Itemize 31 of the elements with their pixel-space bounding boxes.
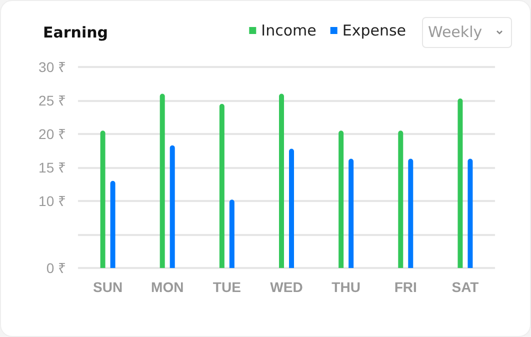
x-tick-label: THU: [332, 279, 360, 295]
y-tick-label: 30 ₹: [38, 59, 66, 75]
bar: [348, 158, 354, 268]
chart-title: Earning: [43, 24, 108, 42]
bar: [229, 200, 234, 268]
x-tick-label: SAT: [452, 279, 480, 295]
y-tick-label: 10 ₹: [38, 193, 66, 209]
bar: [219, 104, 224, 268]
y-tick-label: 25 ₹: [38, 92, 66, 108]
bar: [338, 130, 344, 268]
text: Weekly: [428, 23, 482, 41]
y-tick-label: 20 ₹: [38, 126, 66, 142]
bar: [408, 158, 414, 268]
legend-label: Income: [261, 22, 316, 40]
x-tick-label: WED: [270, 279, 303, 295]
bar: [468, 158, 473, 268]
bar: [160, 94, 165, 268]
x-tick-label: FRI: [394, 279, 417, 295]
bar: [398, 130, 404, 268]
bar: [170, 145, 175, 268]
legend-label: Expense: [342, 22, 406, 40]
bar: [289, 148, 294, 268]
bar: [279, 94, 284, 268]
bar: [110, 180, 116, 268]
bar: [458, 98, 463, 268]
bar: [100, 130, 106, 268]
x-tick-label: TUE: [212, 279, 241, 295]
x-tick-label: SUN: [93, 279, 123, 295]
x-tick-label: MON: [151, 279, 184, 295]
y-tick-label: 15 ₹: [38, 160, 66, 176]
y-tick-label: 0 ₹: [46, 260, 66, 276]
